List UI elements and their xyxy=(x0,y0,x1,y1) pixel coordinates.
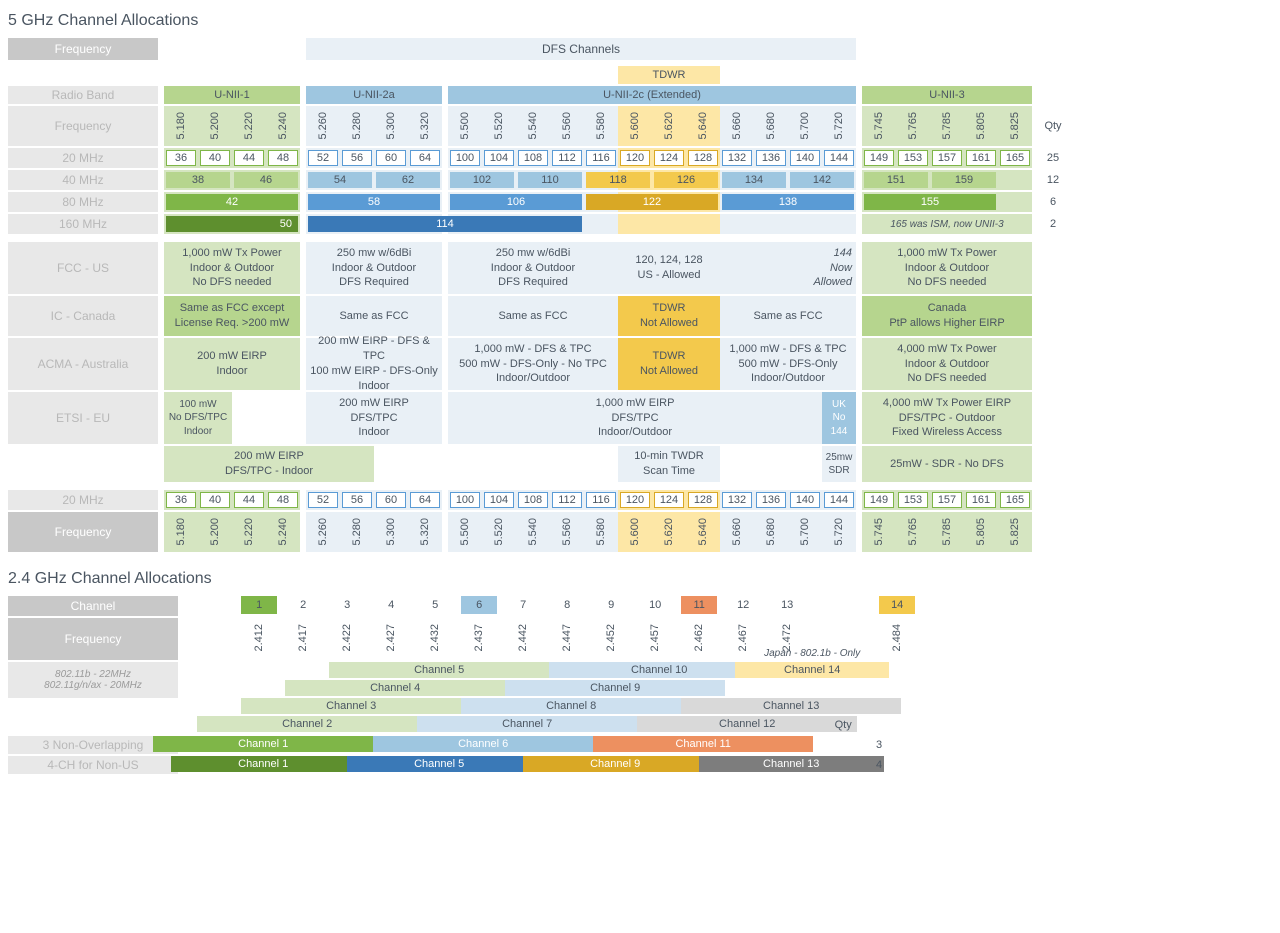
title-5ghz: 5 GHz Channel Allocations xyxy=(8,12,1272,30)
chart-24ghz: Channel1234567891011121314Frequency2.412… xyxy=(8,596,1272,776)
chart-5ghz: FrequencyDFS ChannelsRadio BandTDWRU-NII… xyxy=(8,38,1272,554)
title-24ghz: 2.4 GHz Channel Allocations xyxy=(8,570,1272,588)
